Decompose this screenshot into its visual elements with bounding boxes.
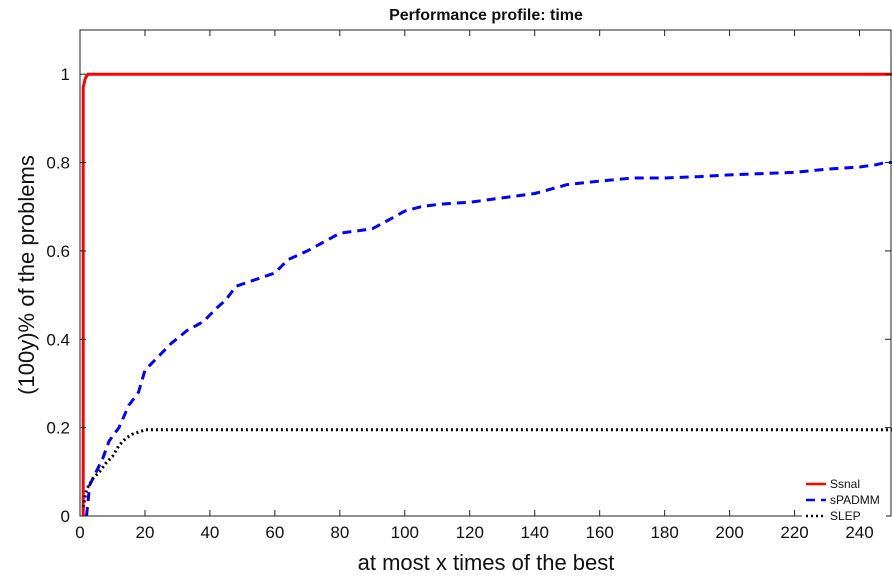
x-tick-label: 240 [845,523,873,542]
series-line-ssnal [81,72,892,516]
series-line-spadmm [85,161,892,517]
x-axis-title: at most x times of the best [358,550,615,575]
y-tick-label: 0.6 [46,242,70,261]
x-tick-label: 220 [780,523,808,542]
series-line-slep [81,428,892,508]
y-tick-label: 0.8 [46,154,70,173]
y-axis-title: (100y)% of the problems [14,155,39,395]
y-tick-label: 0.4 [46,330,70,349]
plot-frame [79,29,892,517]
x-tick-label: 80 [330,523,349,542]
legend-label-slep: SLEP [830,509,861,523]
x-tick-label: 160 [585,523,613,542]
x-tick-label: 100 [391,523,419,542]
y-tick-label: 0 [61,507,70,526]
ticks-layer: 0 20 40 60 80 100 120 140 160 180 200 220 240 0 0.2 0.4… [46,30,891,542]
x-tick-label: 40 [200,523,219,542]
x-tick-label: 140 [521,523,549,542]
series-layer [81,72,892,517]
legend-label-spadmm: sPADMM [830,493,880,507]
y-tick-label: 0.2 [46,419,70,438]
x-tick-label: 120 [456,523,484,542]
x-tick-label: 0 [75,523,84,542]
x-tick-label: 180 [650,523,678,542]
legend-label-ssnal: Ssnal [830,477,860,491]
x-tick-label: 200 [715,523,743,542]
y-tick-label: 1 [61,65,70,84]
x-tick-label: 60 [265,523,284,542]
legend: Ssnal sPADMM SLEP [802,472,886,524]
x-tick-label: 20 [135,523,154,542]
chart-title: Performance profile: time [389,7,583,24]
